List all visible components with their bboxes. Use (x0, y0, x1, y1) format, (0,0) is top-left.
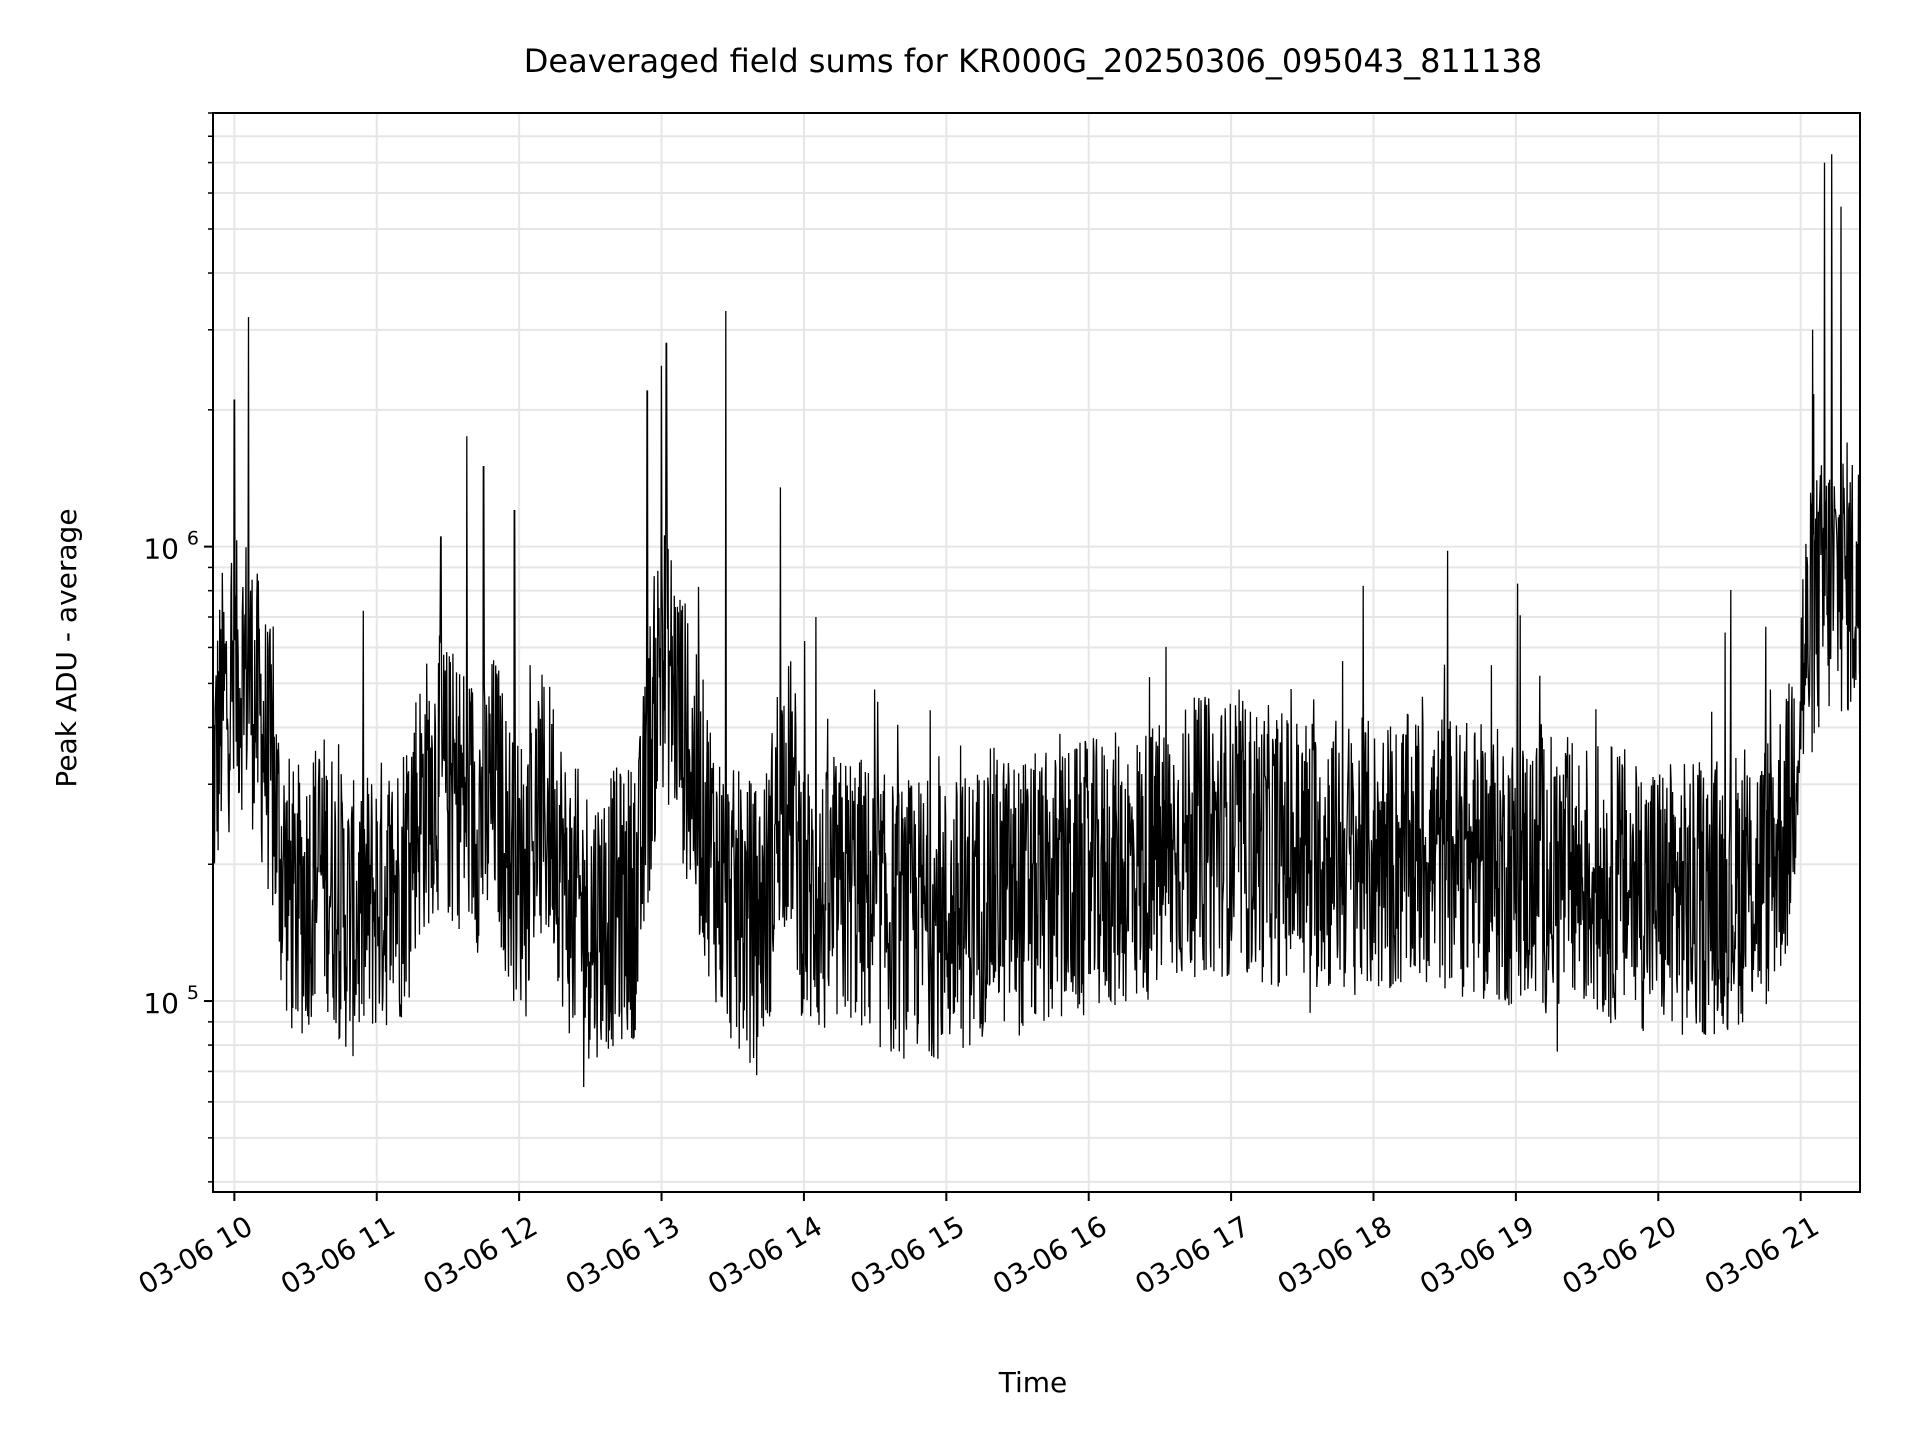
y-axis: 10 5 10 6 (143, 112, 213, 1183)
y-axis-label: Peak ADU - average (50, 508, 83, 787)
data-series (212, 154, 1861, 1088)
x-axis-label: Time (998, 1366, 1068, 1399)
y-tick-label-exponent: 5 (187, 982, 199, 1004)
y-tick-label: 10 (143, 533, 179, 566)
y-tick-label-exponent: 6 (187, 528, 199, 550)
y-tick-label: 10 (143, 987, 179, 1020)
chart-title: Deaveraged field sums for KR000G_2025030… (524, 42, 1542, 80)
plot-frame (212, 112, 1861, 1193)
series-line (212, 154, 1861, 1088)
